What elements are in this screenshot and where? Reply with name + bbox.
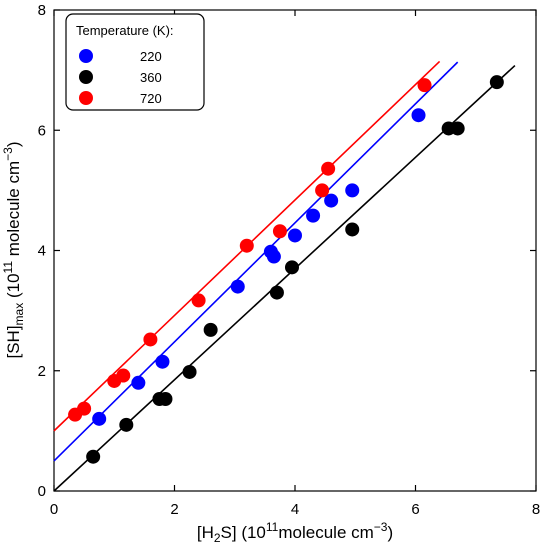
data-point-360: [158, 392, 173, 407]
data-point-220: [155, 354, 170, 369]
legend-marker-720: [79, 91, 93, 105]
data-point-720: [239, 238, 254, 253]
data-point-360: [489, 75, 504, 90]
x-tick-label: 4: [291, 501, 299, 518]
data-point-360: [284, 260, 299, 275]
legend-box: [65, 13, 205, 111]
legend-label-720: 720: [140, 91, 162, 106]
data-point-720: [315, 183, 330, 198]
legend: Temperature (K): 220 360 720: [65, 13, 205, 111]
data-point-220: [131, 375, 146, 390]
data-point-220: [230, 279, 245, 294]
y-tick-label: 2: [38, 363, 46, 380]
legend-marker-220: [79, 49, 93, 63]
x-tick-label: 6: [411, 501, 419, 518]
data-point-360: [119, 417, 134, 432]
y-axis-label: [SH]max (1011 molecule cm−3): [1, 142, 26, 359]
axis-ticks: 0 2 4 6 8 0 2 4 6 8: [38, 2, 541, 518]
y-tick-label: 8: [38, 2, 46, 19]
data-point-360: [86, 449, 101, 464]
y-tick-label: 4: [38, 243, 46, 260]
y-tick-label: 6: [38, 122, 46, 139]
legend-items: 220 360 720: [79, 49, 162, 106]
y-tick-label: 0: [38, 483, 46, 500]
data-point-360: [182, 364, 197, 379]
legend-label-360: 360: [140, 70, 162, 85]
x-tick-label: 8: [532, 501, 540, 518]
data-point-220: [345, 183, 360, 198]
data-point-220: [288, 228, 302, 243]
data-point-220: [266, 249, 281, 264]
x-tick-label: 0: [50, 501, 58, 518]
data-point-360: [345, 222, 360, 237]
data-point-720: [77, 401, 92, 416]
fit-line-220: [53, 61, 459, 462]
data-point-360: [450, 121, 465, 136]
data-point-220: [92, 411, 107, 426]
data-point-220: [411, 108, 426, 123]
data-point-360: [269, 285, 284, 300]
legend-title: Temperature (K):: [76, 23, 174, 38]
data-point-720: [417, 78, 432, 93]
data-point-720: [272, 224, 287, 239]
data-point-720: [191, 293, 206, 308]
x-tick-label: 2: [170, 501, 178, 518]
data-point-720: [321, 161, 336, 176]
data-point-720: [143, 332, 158, 347]
data-point-220: [306, 208, 321, 223]
data-point-360: [203, 322, 218, 337]
legend-label-220: 220: [140, 49, 162, 64]
legend-marker-360: [79, 70, 93, 84]
data-point-720: [116, 368, 131, 383]
data-point-220: [324, 193, 339, 208]
x-axis-label: [H2S] (1011molecule cm−3): [197, 520, 393, 545]
data-points: [68, 75, 504, 464]
